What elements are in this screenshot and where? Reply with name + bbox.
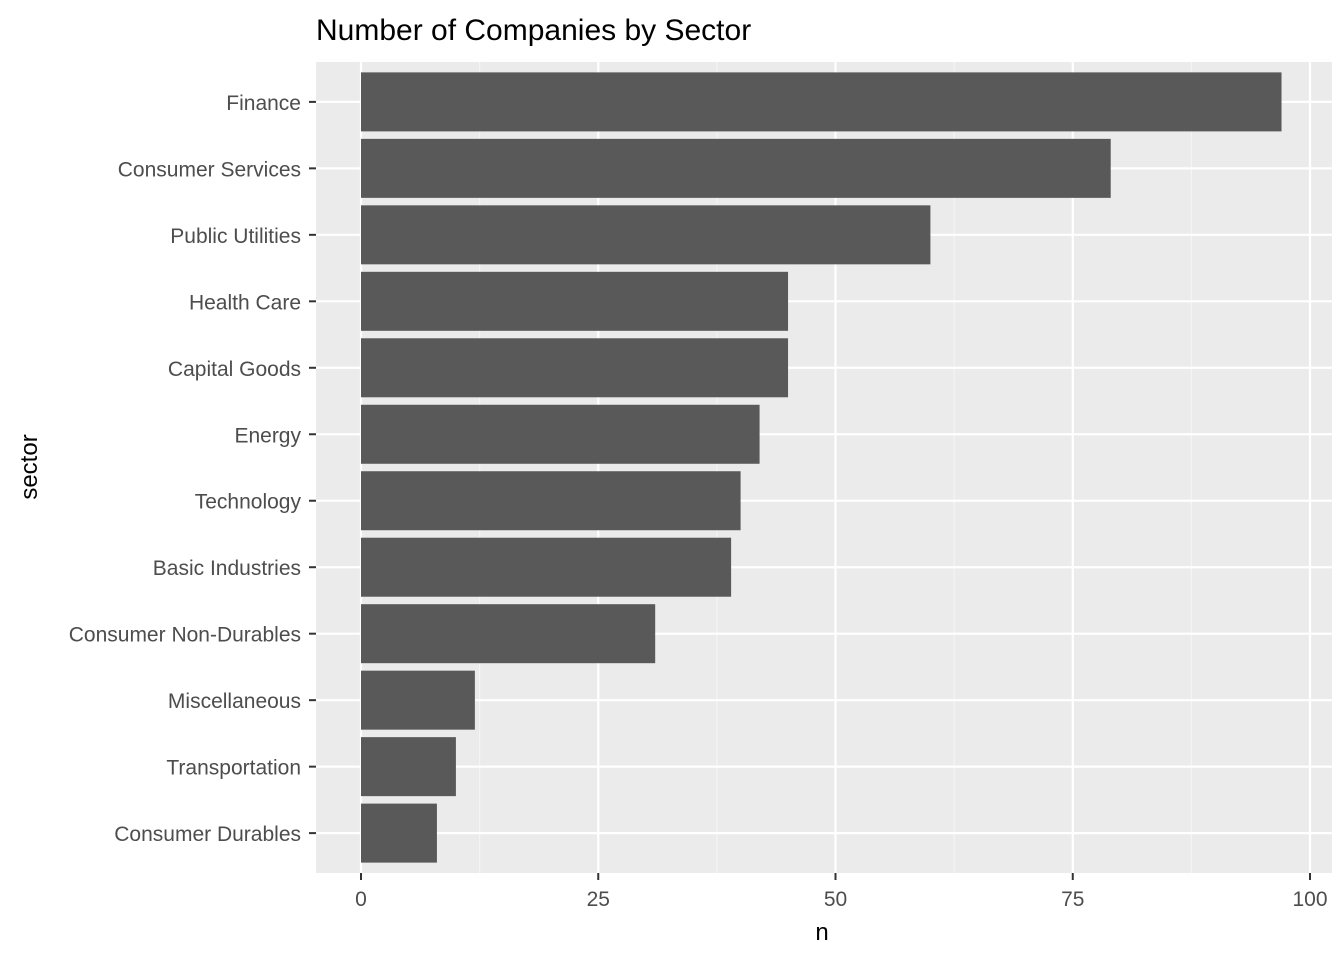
bar [361, 537, 732, 597]
y-tick-label: Miscellaneous [168, 690, 301, 713]
x-axis: 0 25 50 75 100 [355, 873, 1328, 911]
bar [361, 737, 456, 797]
bar [361, 404, 760, 464]
bar [361, 604, 656, 664]
y-tick-label: Consumer Durables [114, 823, 301, 846]
y-axis: Finance Consumer Services Public Utilities… [69, 92, 316, 846]
y-tick-label: Finance [226, 92, 301, 115]
bar [361, 138, 1111, 198]
x-axis-title: n [815, 919, 828, 946]
bar [361, 471, 741, 531]
y-tick-label: Basic Industries [153, 557, 301, 580]
bar [361, 338, 789, 398]
x-tick-label: 50 [824, 888, 847, 911]
x-tick-label: 25 [587, 888, 610, 911]
y-tick-label: Capital Goods [168, 358, 301, 381]
x-tick-label: 100 [1292, 888, 1327, 911]
y-tick-label: Transportation [166, 757, 301, 780]
y-tick-label: Technology [195, 491, 302, 514]
bar [361, 803, 437, 863]
y-tick-label: Consumer Non-Durables [69, 624, 301, 647]
bar [361, 670, 475, 730]
x-tick-label: 75 [1061, 888, 1084, 911]
y-tick-label: Energy [234, 424, 301, 447]
bar [361, 271, 789, 331]
bar [361, 72, 1282, 132]
bar [361, 205, 931, 265]
x-tick-label: 0 [355, 888, 367, 911]
bars [361, 72, 1282, 863]
chart-title: Number of Companies by Sector [316, 14, 751, 47]
y-tick-label: Public Utilities [170, 225, 301, 248]
y-tick-label: Consumer Services [118, 158, 301, 181]
y-axis-title: sector [16, 434, 43, 499]
y-tick-label: Health Care [189, 291, 301, 314]
